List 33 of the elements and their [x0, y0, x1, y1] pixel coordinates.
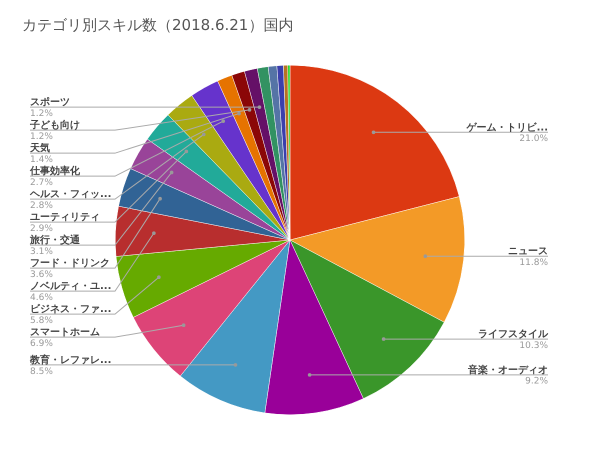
slice-label: スポーツ [30, 97, 70, 108]
data-label: 6.9% [30, 339, 54, 350]
data-label: 3.6% [30, 270, 54, 280]
slice-label: 天気 [29, 142, 50, 154]
data-label: 2.7% [30, 178, 54, 188]
slice-label: 教育・レファレ... [29, 354, 112, 366]
data-label: 8.5% [30, 366, 54, 377]
slice-label: ユーティリティ [30, 212, 100, 224]
data-label: 2.8% [30, 201, 54, 212]
data-label: 4.6% [30, 293, 54, 304]
slice-label: ゲーム・トリビ... [466, 121, 548, 134]
slice-label: 子ども向け [29, 119, 80, 132]
data-label: 1.2% [30, 109, 54, 120]
data-label: 11.8% [519, 258, 548, 268]
data-label: 21.0% [519, 134, 548, 144]
data-label: 9.2% [525, 376, 548, 387]
slice-label: ヘルス・フィッ... [29, 189, 112, 200]
data-label: 10.3% [519, 340, 548, 351]
chart-title: カテゴリ別スキル数（2018.6.21）国内 [22, 16, 294, 35]
slice-label: スマートホーム [30, 327, 100, 338]
data-label: 3.1% [30, 247, 54, 258]
slice-label: 旅行・交通 [29, 234, 81, 246]
data-label: 1.4% [30, 155, 54, 166]
slice-label: ニュース [508, 246, 548, 258]
slice-label: ノベルティ・ユ... [30, 281, 112, 292]
slice-label: 仕事効率化 [29, 165, 81, 178]
slice-label: 音楽・オーディオ [467, 364, 548, 376]
data-label: 1.2% [30, 132, 54, 142]
slice-label: フード・ドリンク [30, 258, 110, 270]
data-label: 5.8% [30, 316, 54, 326]
slice-label: ビジネス・ファ... [30, 303, 112, 316]
data-label: 2.9% [30, 224, 54, 234]
slice-label: ライフスタイル [478, 329, 549, 340]
